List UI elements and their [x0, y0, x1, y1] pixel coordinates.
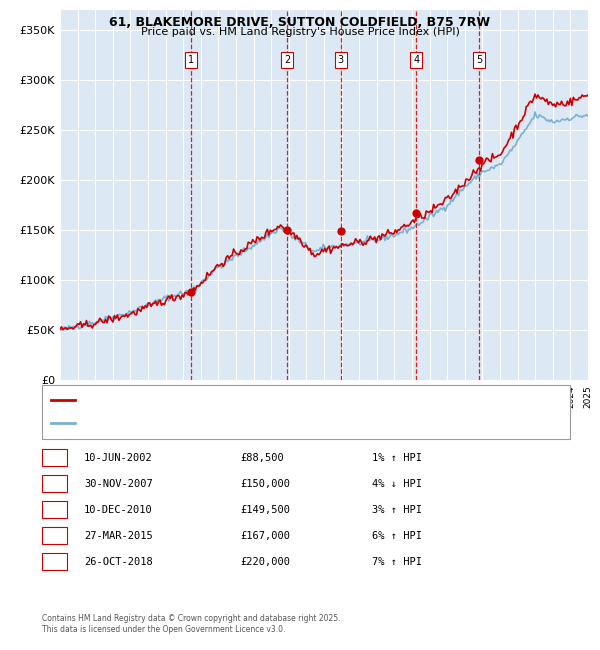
Text: 4: 4: [51, 530, 58, 541]
Text: 1: 1: [51, 452, 58, 463]
Text: HPI: Average price, semi-detached house, Birmingham: HPI: Average price, semi-detached house,…: [81, 418, 329, 427]
Text: £150,000: £150,000: [240, 478, 290, 489]
Text: 3% ↑ HPI: 3% ↑ HPI: [372, 504, 422, 515]
Text: 30-NOV-2007: 30-NOV-2007: [84, 478, 153, 489]
Text: 3: 3: [51, 504, 58, 515]
Text: 27-MAR-2015: 27-MAR-2015: [84, 530, 153, 541]
Text: 10-JUN-2002: 10-JUN-2002: [84, 452, 153, 463]
Text: 2: 2: [51, 478, 58, 489]
Text: 1: 1: [188, 55, 194, 65]
Text: 7% ↑ HPI: 7% ↑ HPI: [372, 556, 422, 567]
Text: £220,000: £220,000: [240, 556, 290, 567]
Text: 10-DEC-2010: 10-DEC-2010: [84, 504, 153, 515]
Text: 3: 3: [337, 55, 344, 65]
Text: 5: 5: [51, 556, 58, 567]
Text: 4% ↓ HPI: 4% ↓ HPI: [372, 478, 422, 489]
Text: 26-OCT-2018: 26-OCT-2018: [84, 556, 153, 567]
Text: £167,000: £167,000: [240, 530, 290, 541]
Text: Price paid vs. HM Land Registry's House Price Index (HPI): Price paid vs. HM Land Registry's House …: [140, 27, 460, 37]
Text: 1% ↑ HPI: 1% ↑ HPI: [372, 452, 422, 463]
Text: 61, BLAKEMORE DRIVE, SUTTON COLDFIELD, B75 7RW: 61, BLAKEMORE DRIVE, SUTTON COLDFIELD, B…: [109, 16, 491, 29]
Text: 5: 5: [476, 55, 482, 65]
Text: 61, BLAKEMORE DRIVE, SUTTON COLDFIELD, B75 7RW (semi-detached house): 61, BLAKEMORE DRIVE, SUTTON COLDFIELD, B…: [81, 395, 434, 404]
Text: £88,500: £88,500: [240, 452, 284, 463]
Text: 4: 4: [413, 55, 419, 65]
Text: £149,500: £149,500: [240, 504, 290, 515]
Text: 6% ↑ HPI: 6% ↑ HPI: [372, 530, 422, 541]
Text: 2: 2: [284, 55, 290, 65]
Text: Contains HM Land Registry data © Crown copyright and database right 2025.
This d: Contains HM Land Registry data © Crown c…: [42, 614, 341, 634]
